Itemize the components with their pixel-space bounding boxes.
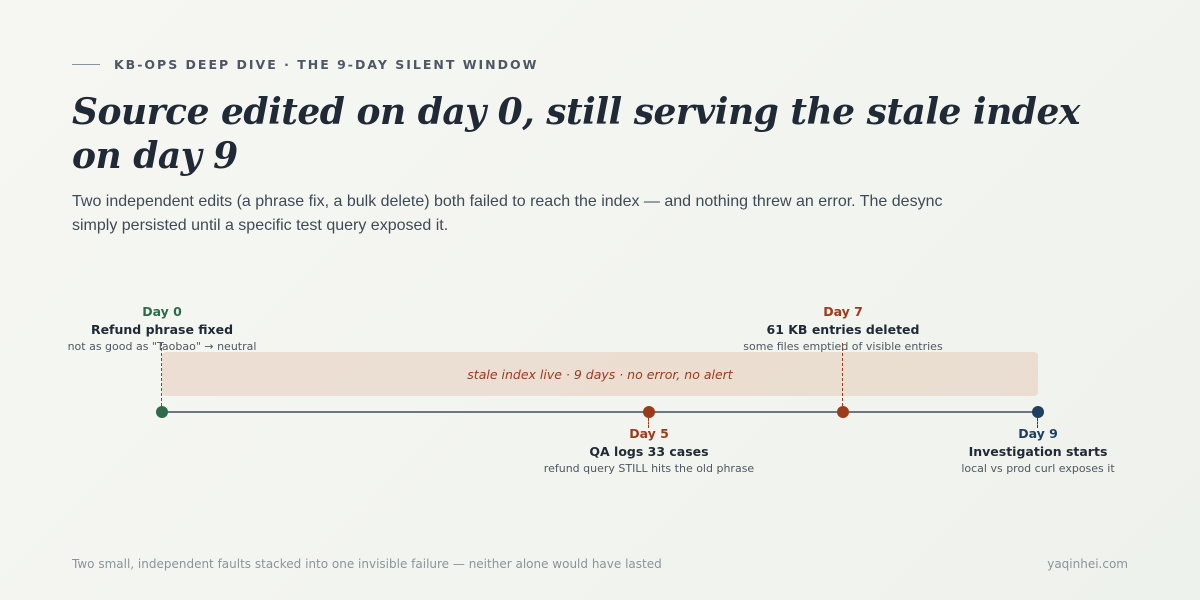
timeline-axis (162, 411, 1038, 413)
stale-window-label: stale index live · 9 days · no error, no… (467, 366, 733, 382)
event-day-label: Day 0 (142, 304, 182, 319)
event-note: some files emptied of visible entries (743, 340, 943, 353)
event-note: local vs prod curl exposes it (961, 462, 1115, 475)
event-marker-day-9 (1032, 406, 1044, 418)
site-link[interactable]: yaqinhei.com (1047, 557, 1128, 571)
event-day-7: Day 7 61 KB entries deleted some files e… (713, 304, 973, 355)
event-marker-day-0 (156, 406, 168, 418)
event-note: not as good as "Taobao" → neutral (67, 340, 257, 353)
eyebrow-text: KB-OPS DEEP DIVE · THE 9-DAY SILENT WIND… (114, 57, 539, 72)
event-title: 61 KB entries deleted (766, 322, 920, 337)
footer-caption: Two small, independent faults stacked in… (72, 557, 662, 571)
page-title: Source edited on day 0, still serving th… (72, 91, 1080, 177)
eyebrow: KB-OPS DEEP DIVE · THE 9-DAY SILENT WIND… (72, 57, 538, 72)
eyebrow-rule (72, 64, 100, 65)
event-day-label: Day 9 (1018, 426, 1058, 441)
event-title: QA logs 33 cases (589, 444, 709, 459)
event-day-label: Day 7 (823, 304, 863, 319)
page-subtitle: Two independent edits (a phrase fix, a b… (72, 193, 943, 234)
event-stem-day-7 (842, 343, 843, 406)
event-marker-day-5 (643, 406, 655, 418)
event-marker-day-7 (837, 406, 849, 418)
event-stem-day-9 (1037, 418, 1038, 428)
event-day-label: Day 5 (629, 426, 669, 441)
event-day-5: Day 5 QA logs 33 cases refund query STIL… (519, 426, 779, 477)
stale-window-band: stale index live · 9 days · no error, no… (162, 352, 1038, 396)
event-note: refund query STILL hits the old phrase (543, 462, 755, 475)
event-title: Refund phrase fixed (90, 322, 234, 337)
event-title: Investigation starts (968, 444, 1108, 459)
event-day-9: Day 9 Investigation starts local vs prod… (908, 426, 1168, 477)
event-stem-day-0 (161, 343, 162, 406)
event-day-0: Day 0 Refund phrase fixed not as good as… (32, 304, 292, 355)
event-stem-day-5 (648, 418, 649, 428)
